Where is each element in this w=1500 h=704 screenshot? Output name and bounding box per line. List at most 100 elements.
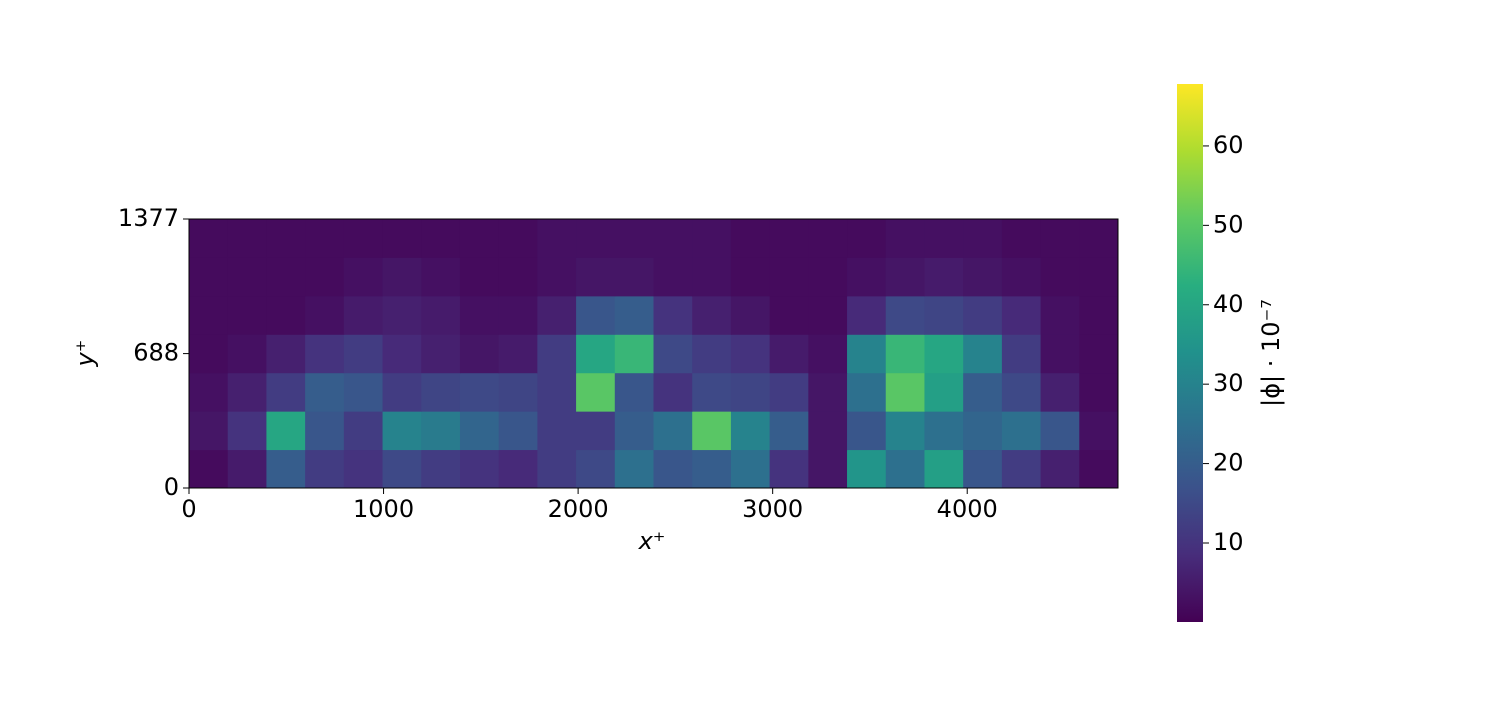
colorbar-tick-label: 10: [1213, 528, 1244, 556]
heatmap-cell: [266, 334, 306, 374]
heatmap-cell: [769, 449, 809, 489]
heatmap-cell: [653, 257, 693, 297]
heatmap-cell: [885, 295, 925, 335]
heatmap-cell: [421, 372, 461, 412]
heatmap-cell: [459, 372, 500, 412]
heatmap-cell: [614, 372, 654, 412]
heatmap-cell: [885, 334, 925, 374]
y-tick-label: 688: [133, 339, 179, 367]
heatmap-cell: [343, 257, 384, 297]
heatmap-cell: [1079, 334, 1119, 374]
heatmap-cell: [498, 449, 538, 489]
heatmap-cell: [1040, 219, 1080, 258]
heatmap-cell: [924, 219, 964, 258]
heatmap-cell: [653, 219, 693, 258]
x-tick-label: 4000: [937, 495, 998, 523]
heatmap-cell: [305, 257, 345, 297]
heatmap-cell: [692, 295, 732, 335]
heatmap-cell: [885, 372, 925, 412]
heatmap-cell: [653, 449, 693, 489]
heatmap-cell: [498, 257, 538, 297]
heatmap-cell: [730, 295, 771, 335]
heatmap-cell: [885, 411, 925, 451]
heatmap-cell: [227, 411, 267, 451]
heatmap-cell: [614, 334, 654, 374]
heatmap-cell: [305, 219, 345, 258]
heatmap-cell: [614, 219, 654, 258]
heatmap-cell: [189, 219, 229, 258]
heatmap-cell: [614, 411, 654, 451]
heatmap-cell: [189, 372, 229, 412]
heatmap-cell: [227, 449, 267, 489]
heatmap-cell: [808, 334, 848, 374]
heatmap-cell: [459, 219, 500, 258]
heatmap-cell: [1079, 449, 1119, 489]
heatmap-cell: [847, 295, 887, 335]
heatmap-cell: [537, 295, 577, 335]
heatmap-cell: [847, 449, 887, 489]
heatmap-cell: [963, 411, 1003, 451]
heatmap-cell: [1001, 449, 1042, 489]
heatmap-cell: [1040, 372, 1080, 412]
heatmap-cell: [963, 257, 1003, 297]
heatmap-cell: [459, 295, 500, 335]
heatmap-cell: [769, 334, 809, 374]
heatmap-cell: [885, 219, 925, 258]
heatmap-cell: [227, 295, 267, 335]
heatmap-cell: [692, 334, 732, 374]
heatmap-cell: [847, 372, 887, 412]
heatmap-cell: [576, 257, 616, 297]
heatmap-cell: [692, 257, 732, 297]
heatmap-cell: [537, 449, 577, 489]
heatmap-cell: [1079, 411, 1119, 451]
x-tick-label: 3000: [742, 495, 803, 523]
x-tick-label: 1000: [353, 495, 414, 523]
heatmap-cell: [266, 295, 306, 335]
heatmap-cell: [537, 334, 577, 374]
heatmap-cell: [1001, 219, 1042, 258]
heatmap-cell: [382, 219, 422, 258]
heatmap-cell: [963, 334, 1003, 374]
heatmap-cell: [343, 372, 384, 412]
x-tick-label: 0: [181, 495, 196, 523]
heatmap-cell: [885, 449, 925, 489]
heatmap-cell: [498, 334, 538, 374]
heatmap-cell: [1001, 295, 1042, 335]
heatmap-cell: [885, 257, 925, 297]
heatmap-cell: [343, 219, 384, 258]
heatmap-cell: [382, 334, 422, 374]
heatmap-cell: [924, 372, 964, 412]
heatmap-cell: [614, 449, 654, 489]
heatmap-cell: [498, 219, 538, 258]
heatmap-cell: [924, 449, 964, 489]
heatmap-cell: [653, 334, 693, 374]
heatmap-cell: [924, 411, 964, 451]
heatmap-cell: [421, 295, 461, 335]
heatmap-cell: [1079, 219, 1119, 258]
heatmap-cell: [963, 449, 1003, 489]
heatmap-cell: [498, 372, 538, 412]
heatmap-cell: [808, 219, 848, 258]
heatmap-cell: [189, 257, 229, 297]
heatmap-cell: [924, 334, 964, 374]
heatmap-cell: [963, 295, 1003, 335]
heatmap-cell: [769, 257, 809, 297]
heatmap-cell: [808, 449, 848, 489]
heatmap-cell: [537, 372, 577, 412]
heatmap-cell: [537, 219, 577, 258]
heatmap-cell: [343, 449, 384, 489]
heatmap-cell: [847, 257, 887, 297]
heatmap-cell: [421, 449, 461, 489]
heatmap-cell: [614, 257, 654, 297]
colorbar-tick-label: 30: [1213, 369, 1244, 397]
y-axis-label: y⁺: [71, 340, 99, 368]
heatmap-cell: [730, 219, 771, 258]
colorbar-tick-label: 60: [1213, 131, 1244, 159]
heatmap-cell: [576, 295, 616, 335]
heatmap-cell: [808, 257, 848, 297]
heatmap-cell: [421, 411, 461, 451]
heatmap-cell: [382, 449, 422, 489]
y-tick-label: 0: [164, 473, 179, 501]
heatmap-cell: [266, 257, 306, 297]
